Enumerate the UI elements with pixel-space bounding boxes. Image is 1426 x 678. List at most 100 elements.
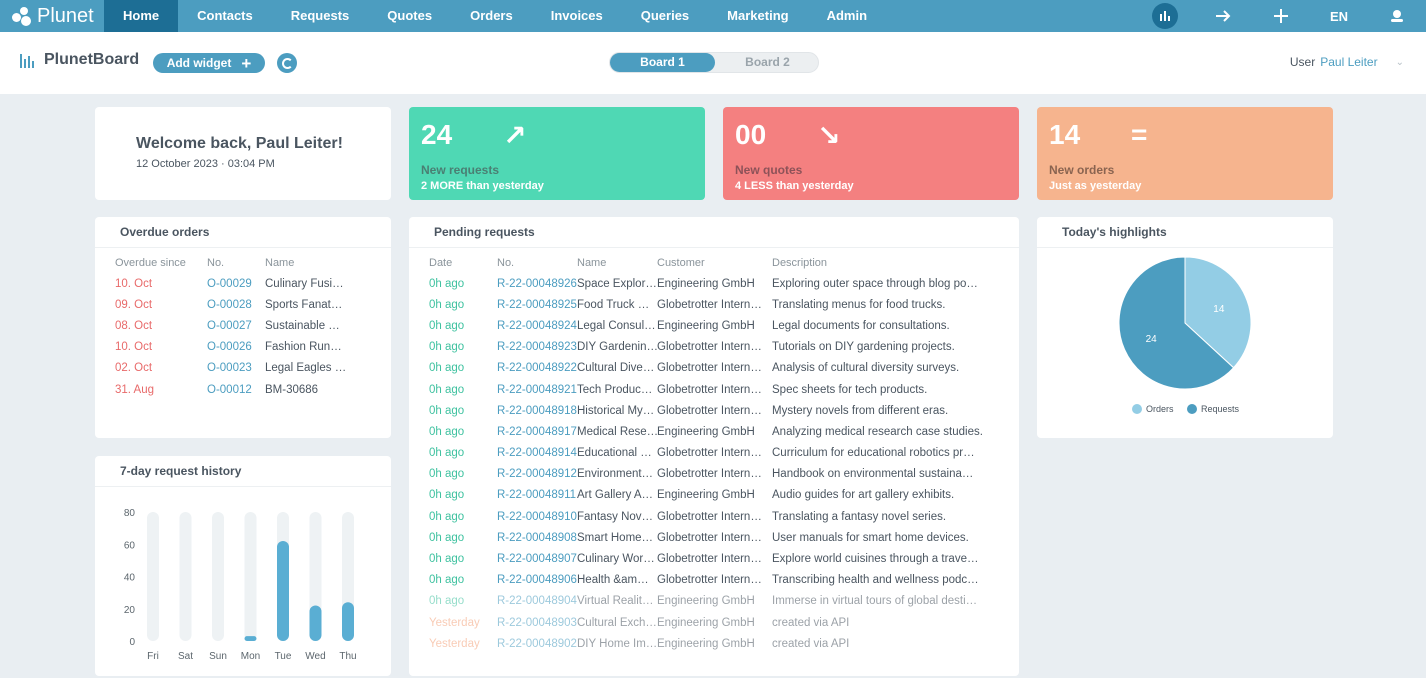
request-number-link[interactable]: R-22-00048907 xyxy=(497,553,577,566)
board-title-text: PlunetBoard xyxy=(44,51,140,68)
nav-requests[interactable]: Requests xyxy=(290,8,350,23)
request-date: 0h ago xyxy=(429,447,465,460)
order-number-link[interactable]: O-00027 xyxy=(207,319,252,332)
nav-home[interactable]: Home xyxy=(104,0,179,32)
bar-mon[interactable] xyxy=(244,636,257,641)
request-date: 0h ago xyxy=(429,319,465,332)
request-number-link[interactable]: R-22-00048921 xyxy=(497,383,577,396)
order-number-link[interactable]: O-00023 xyxy=(207,362,252,375)
table-row[interactable]: 0h ago R-22-00048925 Food Truck … Globetrot… xyxy=(429,294,999,315)
table-row[interactable]: Yesterday R-22-00048902 DIY Home Im… Engine… xyxy=(429,633,999,654)
table-row[interactable]: 08. Oct O-00027 Sustainable … xyxy=(115,315,371,336)
request-number-link[interactable]: R-22-00048914 xyxy=(497,447,577,460)
request-name: Smart Home… xyxy=(577,531,654,544)
table-row[interactable]: 0h ago R-22-00048908 Smart Home… Globetrott… xyxy=(429,527,999,548)
legend-label[interactable]: Orders xyxy=(1146,404,1174,414)
table-row[interactable]: 0h ago R-22-00048924 Legal Consul… Engineer… xyxy=(429,315,999,336)
tab-board-2[interactable]: Board 2 xyxy=(745,55,790,69)
request-description: Exploring outer space through blog po… xyxy=(772,277,978,290)
bar-wed[interactable] xyxy=(309,605,322,641)
request-number-link[interactable]: R-22-00048911 xyxy=(497,489,577,502)
table-row[interactable]: Yesterday R-22-00048903 Cultural Exch… Engi… xyxy=(429,612,999,633)
stat-label: New quotes xyxy=(735,163,803,177)
table-row[interactable]: 0h ago R-22-00048917 Medical Rese… Engineer… xyxy=(429,421,999,442)
table-row[interactable]: 0h ago R-22-00048921 Tech Produc… Globetrot… xyxy=(429,379,999,400)
nav-queries[interactable]: Queries xyxy=(640,8,690,23)
request-number-link[interactable]: R-22-00048910 xyxy=(497,510,577,523)
table-row[interactable]: 0h ago R-22-00048910 Fantasy Nov… Globetrot… xyxy=(429,506,999,527)
order-number-link[interactable]: O-00026 xyxy=(207,341,252,354)
nav-admin[interactable]: Admin xyxy=(826,8,868,23)
order-number-link[interactable]: O-00029 xyxy=(207,277,252,290)
request-number-link[interactable]: R-22-00048917 xyxy=(497,425,577,438)
request-number-link[interactable]: R-22-00048925 xyxy=(497,298,577,311)
table-row[interactable]: 0h ago R-22-00048914 Educational … Globetro… xyxy=(429,443,999,464)
customer-name: Globetrotter Intern… xyxy=(657,553,762,566)
table-row[interactable]: 10. Oct O-00029 Culinary Fusi… xyxy=(115,273,371,294)
request-number-link[interactable]: R-22-00048902 xyxy=(497,637,577,650)
nav-marketing[interactable]: Marketing xyxy=(727,8,789,23)
plunet-logo[interactable]: Plunet xyxy=(0,0,104,32)
request-number-link[interactable]: R-22-00048908 xyxy=(497,531,577,544)
card-title: Pending requests xyxy=(434,225,535,239)
request-number-link[interactable]: R-22-00048923 xyxy=(497,341,577,354)
user-name[interactable]: Paul Leiter xyxy=(1320,55,1378,69)
nav-invoices[interactable]: Invoices xyxy=(550,8,603,23)
stat-card-new-quotes[interactable]: 00 ↘ New quotes 4 LESS than yesterday xyxy=(723,107,1019,200)
nav-orders[interactable]: Orders xyxy=(470,8,513,23)
request-number-link[interactable]: R-22-00048924 xyxy=(497,319,577,332)
request-description: Spec sheets for tech products. xyxy=(772,383,928,396)
stat-card-new-requests[interactable]: 24 ↗ New requests 2 MORE than yesterday xyxy=(409,107,705,200)
user-profile-button[interactable] xyxy=(1368,0,1426,32)
dashboard-button[interactable] xyxy=(1136,0,1194,32)
request-description: User manuals for smart home devices. xyxy=(772,531,969,544)
table-row[interactable]: 0h ago R-22-00048923 DIY Gardenin… Globetro… xyxy=(429,337,999,358)
order-name: Sports Fanat… xyxy=(265,298,343,311)
forward-arrow-button[interactable] xyxy=(1194,0,1252,32)
request-date: 0h ago xyxy=(429,277,465,290)
customer-name: Globetrotter Intern… xyxy=(657,574,762,587)
table-row[interactable]: 0h ago R-22-00048918 Historical My… Globetr… xyxy=(429,400,999,421)
order-number-link[interactable]: O-00012 xyxy=(207,383,252,396)
table-row[interactable]: 31. Aug O-00012 BM-30686 xyxy=(115,379,371,400)
table-row[interactable]: 0h ago R-22-00048904 Virtual Realit… Engine… xyxy=(429,591,999,612)
table-row[interactable]: 0h ago R-22-00048912 Environment… Globetrot… xyxy=(429,464,999,485)
table-row[interactable]: 0h ago R-22-00048907 Culinary Wor… Globetro… xyxy=(429,548,999,569)
refresh-button[interactable] xyxy=(277,53,297,73)
add-new-button[interactable] xyxy=(1252,0,1310,32)
add-widget-button[interactable]: Add widget + xyxy=(153,53,265,73)
request-number-link[interactable]: R-22-00048918 xyxy=(497,404,577,417)
request-number-link[interactable]: R-22-00048906 xyxy=(497,574,577,587)
language-selector[interactable]: EN xyxy=(1329,8,1349,24)
request-number-link[interactable]: R-22-00048904 xyxy=(497,595,577,608)
pie-slice-requests[interactable] xyxy=(1118,256,1235,390)
table-row[interactable]: 02. Oct O-00023 Legal Eagles … xyxy=(115,358,371,379)
table-header-row: Overdue since No. Name xyxy=(115,252,371,273)
table-row[interactable]: 0h ago R-22-00048906 Health &am… Globetrott… xyxy=(429,570,999,591)
request-number-link[interactable]: R-22-00048922 xyxy=(497,362,577,375)
request-history-card: 7-day request history 0 20 40 60 80 Fri Sat Sun… xyxy=(95,456,391,676)
order-number-link[interactable]: O-00028 xyxy=(207,298,252,311)
tab-board-1[interactable]: Board 1 xyxy=(610,53,715,72)
table-row[interactable]: 0h ago R-22-00048926 Space Explor… Engineer… xyxy=(429,273,999,294)
nav-contacts[interactable]: Contacts xyxy=(197,8,253,23)
legend-label[interactable]: Requests xyxy=(1201,404,1240,414)
bar-thu[interactable] xyxy=(342,602,354,641)
bar-tue[interactable] xyxy=(277,541,289,641)
customer-name: Globetrotter Intern… xyxy=(657,447,762,460)
pie-slice-orders[interactable] xyxy=(1184,256,1252,369)
pie-data-label: 24 xyxy=(1146,334,1158,345)
table-row[interactable]: 0h ago R-22-00048911 Art Gallery A… Enginee… xyxy=(429,485,999,506)
request-description: Transcribing health and wellness podc… xyxy=(772,574,979,587)
request-number-link[interactable]: R-22-00048926 xyxy=(497,277,577,290)
stat-card-new-orders[interactable]: 14 = New orders Just as yesterday xyxy=(1037,107,1333,200)
chevron-down-icon[interactable]: ⌄ xyxy=(1395,56,1404,68)
table-row[interactable]: 09. Oct O-00028 Sports Fanat… xyxy=(115,294,371,315)
request-number-link[interactable]: R-22-00048912 xyxy=(497,468,577,481)
table-row[interactable]: 10. Oct O-00026 Fashion Run… xyxy=(115,337,371,358)
nav-quotes[interactable]: Quotes xyxy=(387,8,433,23)
overdue-date: 02. Oct xyxy=(115,362,153,375)
table-row[interactable]: 0h ago R-22-00048922 Cultural Dive… Globetr… xyxy=(429,358,999,379)
request-number-link[interactable]: R-22-00048903 xyxy=(497,616,577,629)
user-selector[interactable]: User Paul Leiter ⌄ xyxy=(1290,55,1404,69)
